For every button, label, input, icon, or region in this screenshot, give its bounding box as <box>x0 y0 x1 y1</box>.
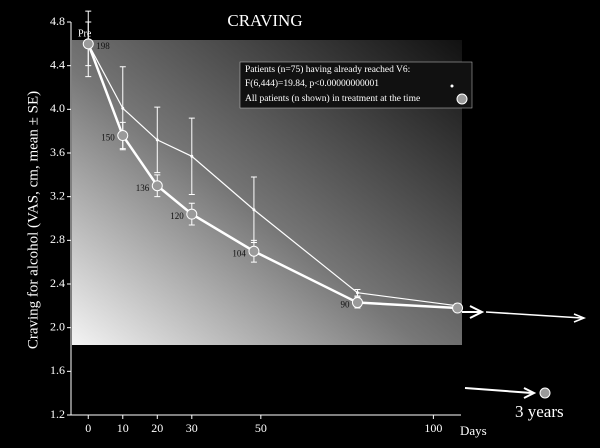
arrow-head <box>523 387 537 399</box>
y-tick-label: 2.0 <box>50 319 65 333</box>
chart-title: CRAVING <box>227 11 302 30</box>
y-tick-label: 1.6 <box>50 363 65 377</box>
legend-marker <box>450 84 454 88</box>
legend-box <box>239 61 473 109</box>
x-tick-label: 100 <box>424 421 442 435</box>
point <box>452 302 464 314</box>
point-label: 150 <box>101 133 115 143</box>
start-label: Pre <box>78 28 92 39</box>
point <box>117 130 129 142</box>
y-tick-label: 3.2 <box>50 188 65 202</box>
end-label: 3 years <box>515 402 564 421</box>
point <box>351 297 363 309</box>
x-tick-label: 20 <box>151 421 163 435</box>
y-tick-label: 4.4 <box>50 57 65 71</box>
y-tick-label: 4.8 <box>50 14 65 28</box>
legend-label: Patients (n=75) having already reached V… <box>245 64 410 75</box>
y-tick-label: 3.6 <box>50 145 65 159</box>
arrow-head <box>469 305 485 319</box>
arrow <box>485 311 583 319</box>
point <box>82 38 94 50</box>
y-tick-label: 2.4 <box>50 276 65 290</box>
x-tick-label: 50 <box>255 421 267 435</box>
y-tick-label: 1.2 <box>50 407 65 421</box>
x-axis-label: Days <box>460 423 487 438</box>
y-tick-label: 2.8 <box>50 232 65 246</box>
point <box>121 106 125 110</box>
point <box>151 180 163 192</box>
x-tick-label: 10 <box>117 421 129 435</box>
point-label: 120 <box>170 211 184 221</box>
arrow <box>464 387 533 394</box>
point <box>190 154 194 158</box>
point-label: 198 <box>96 41 110 51</box>
decoration-dot <box>539 387 551 399</box>
annotation: F(6,444)=19.84, p<0.00000000001 <box>245 78 379 89</box>
point <box>155 138 159 142</box>
legend-marker <box>456 93 468 105</box>
legend-label: All patients (n shown) in treatment at t… <box>245 93 420 104</box>
point <box>186 208 198 220</box>
point-label: 136 <box>136 183 150 193</box>
point <box>248 245 260 257</box>
point-label: 104 <box>232 248 246 258</box>
x-tick-label: 0 <box>85 421 91 435</box>
point <box>252 208 256 212</box>
y-axis-label: Craving for alcohol (VAS, cm, mean ± SE) <box>25 91 41 349</box>
point <box>355 291 359 295</box>
arrow-head <box>573 313 587 323</box>
y-tick-label: 4.0 <box>50 101 65 115</box>
point-label: 90 <box>340 300 350 310</box>
x-tick-label: 30 <box>186 421 198 435</box>
